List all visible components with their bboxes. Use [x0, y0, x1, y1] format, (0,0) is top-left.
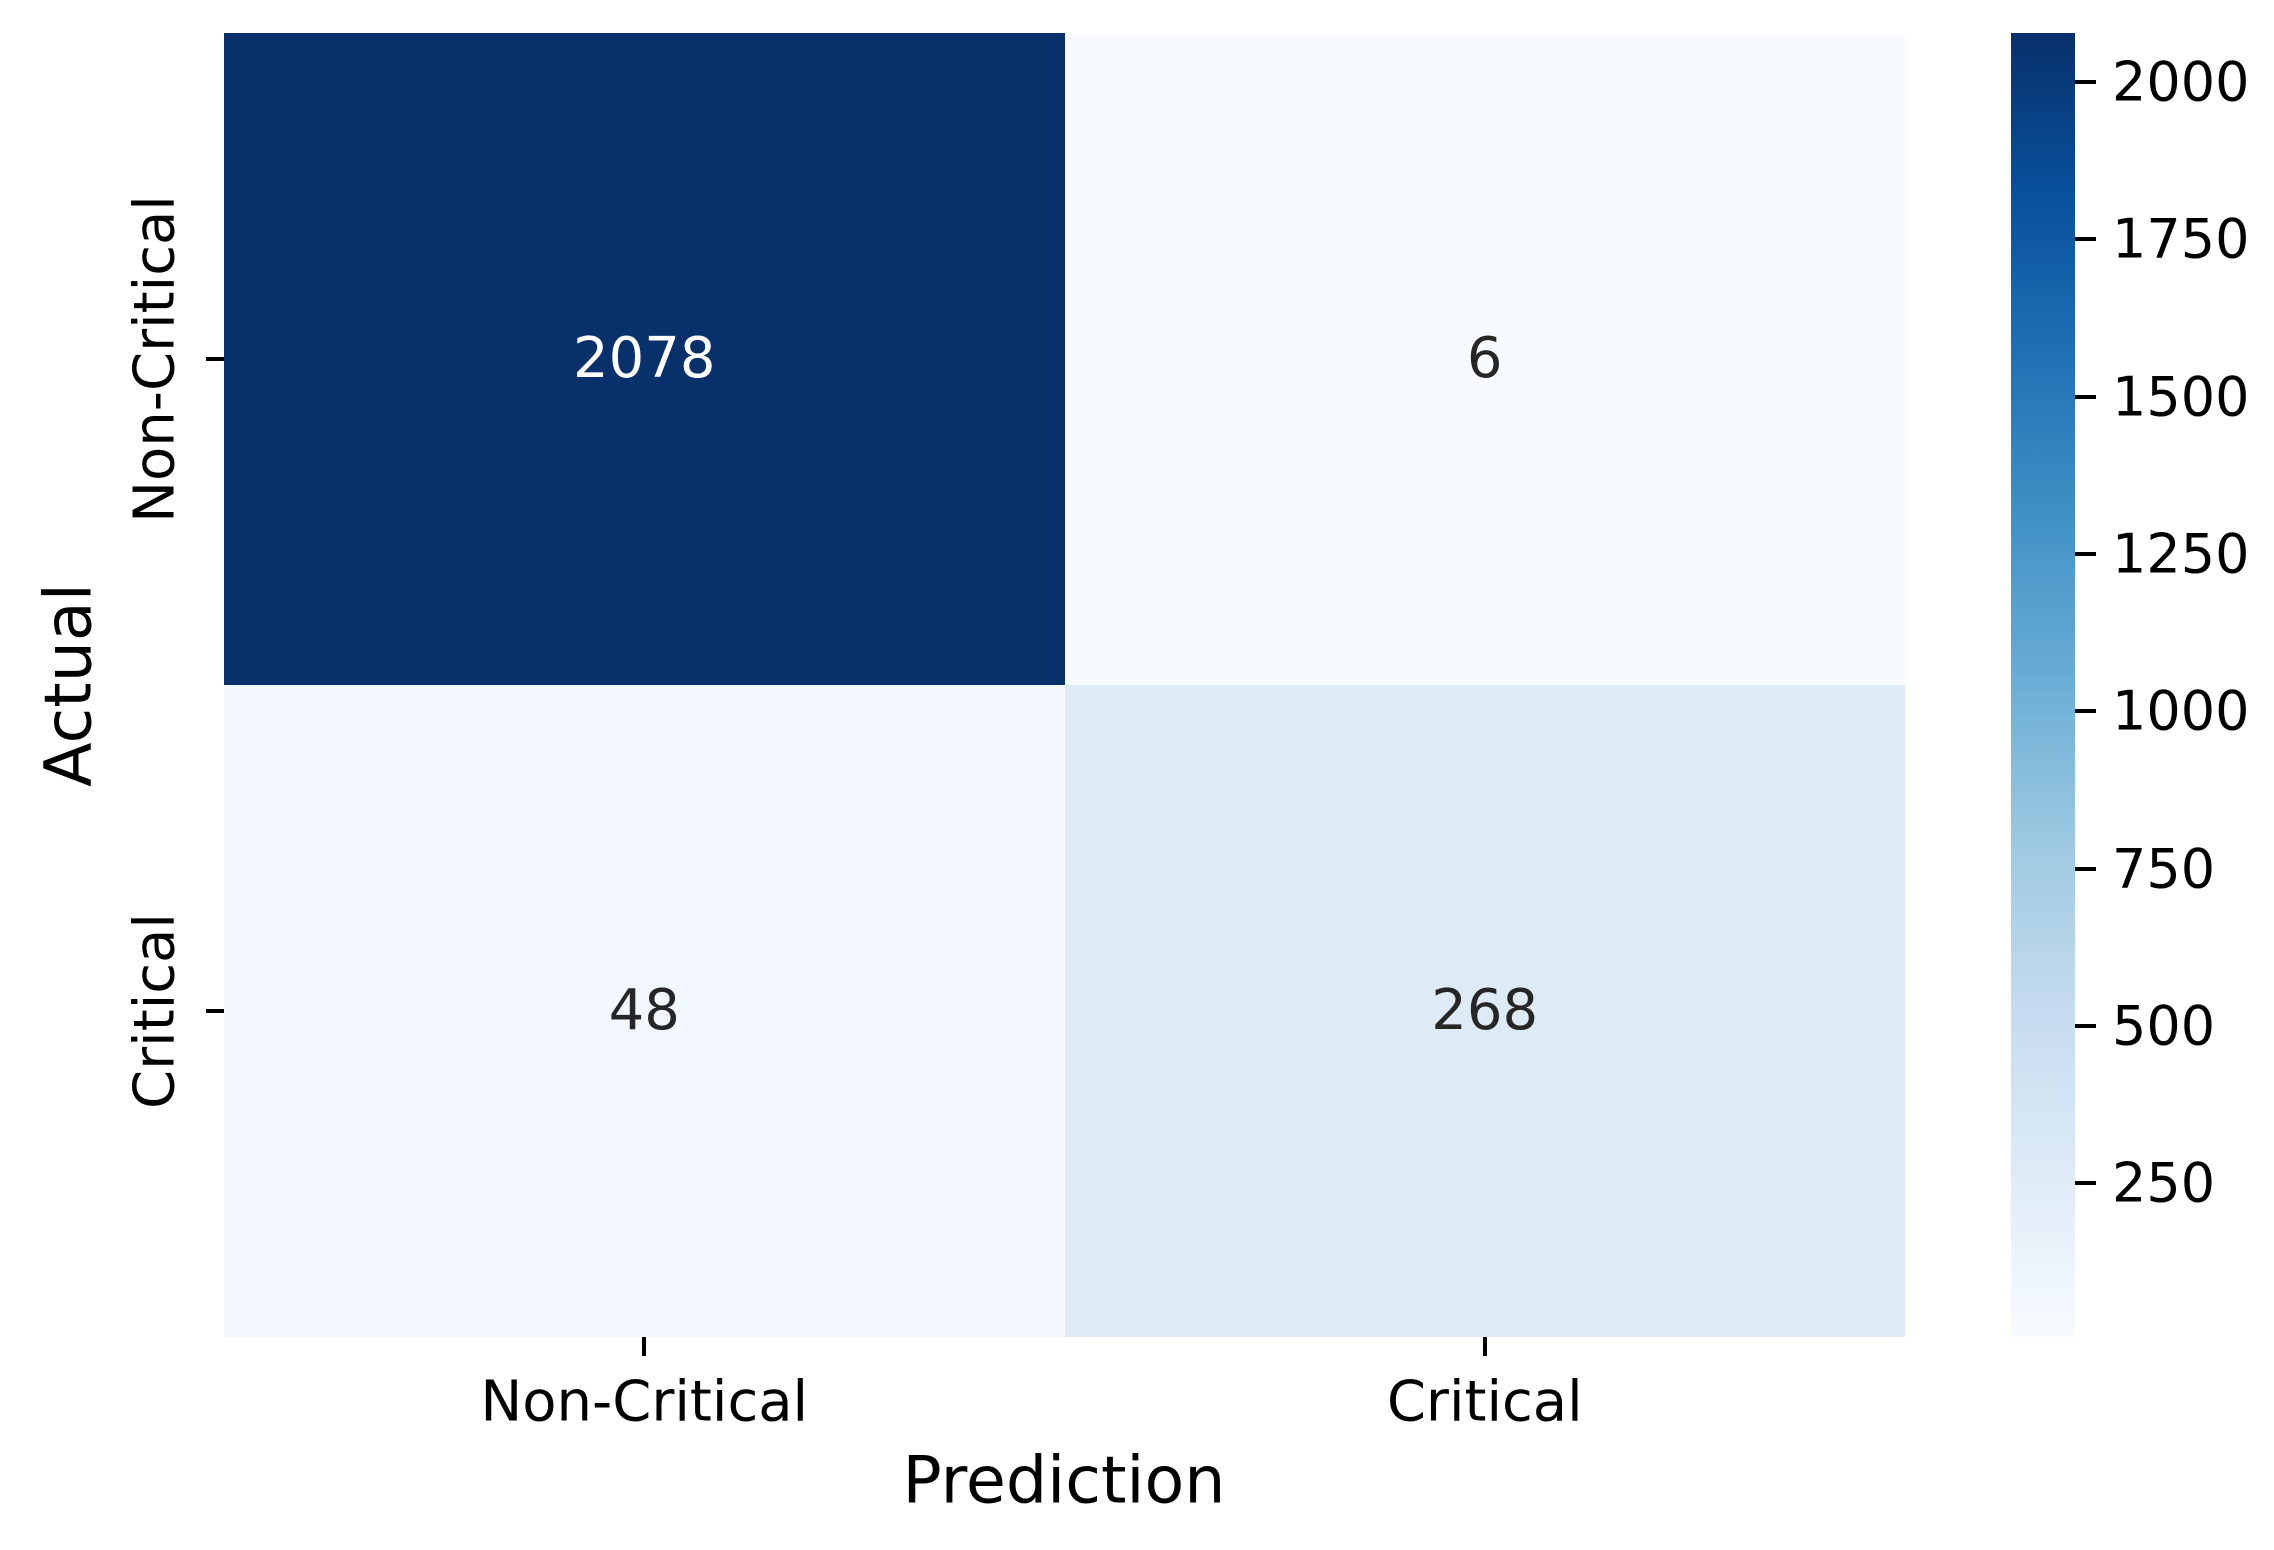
colorbar [2011, 33, 2075, 1337]
colorbar-tick-mark [2075, 237, 2096, 242]
x-tick-mark [642, 1337, 647, 1356]
colorbar-tick-label: 750 [2112, 837, 2216, 901]
y-tick-label: Critical [122, 913, 188, 1109]
cell-annotation-1-1: 268 [1431, 978, 1539, 1043]
cell-annotation-0-0: 2078 [572, 326, 716, 391]
x-tick-label: Critical [1386, 1369, 1583, 1435]
y-tick-mark [206, 1009, 224, 1013]
x-tick-label: Non-Critical [480, 1369, 809, 1435]
heatmap-grid: 2078 6 48 268 [224, 33, 1905, 1337]
colorbar-tick-label: 250 [2112, 1151, 2216, 1215]
colorbar-tick-label: 1250 [2112, 522, 2250, 586]
colorbar-tick-mark [2075, 1181, 2096, 1186]
colorbar-tick-mark [2075, 552, 2096, 557]
y-axis-label: Actual [31, 583, 107, 787]
colorbar-tick-mark [2075, 866, 2096, 871]
colorbar-tick-label: 2000 [2112, 50, 2250, 114]
heatmap-cell-1-0: 48 [224, 685, 1065, 1337]
y-tick-mark [206, 357, 224, 361]
colorbar-tick-label: 1750 [2112, 207, 2250, 271]
heatmap-cell-0-0: 2078 [224, 33, 1065, 685]
colorbar-tick-label: 500 [2112, 994, 2216, 1058]
heatmap-cell-1-1: 268 [1064, 685, 1905, 1337]
cell-annotation-1-0: 48 [608, 978, 680, 1043]
y-tick-label: Non-Critical [122, 195, 188, 523]
cell-annotation-0-1: 6 [1466, 326, 1503, 391]
x-tick-mark [1482, 1337, 1487, 1356]
heatmap-cell-0-1: 6 [1064, 33, 1905, 685]
colorbar-tick-mark [2075, 1024, 2096, 1029]
colorbar-tick-mark [2075, 80, 2096, 85]
x-axis-label: Prediction [902, 1443, 1226, 1519]
colorbar-tick-mark [2075, 709, 2096, 714]
colorbar-tick-label: 1500 [2112, 365, 2250, 429]
colorbar-tick-mark [2075, 394, 2096, 399]
colorbar-tick-label: 1000 [2112, 679, 2250, 743]
